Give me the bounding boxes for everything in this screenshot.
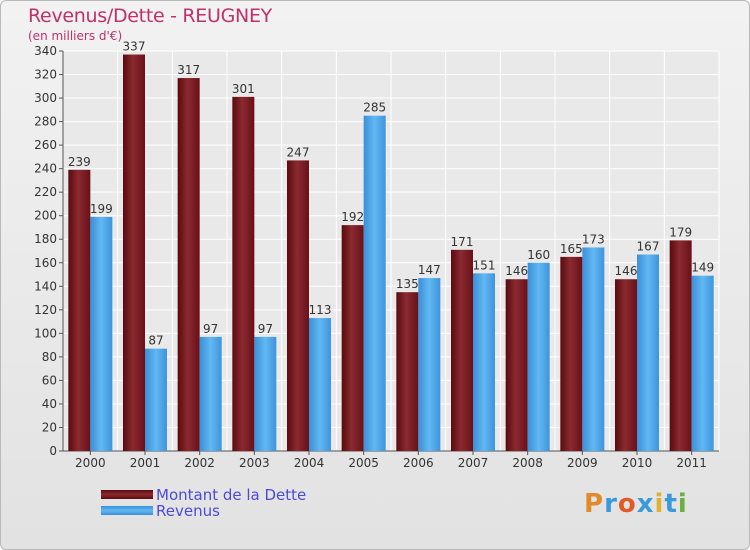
data-label-dette-2008: 146: [505, 264, 528, 278]
legend-swatch-dette: [101, 490, 153, 499]
y-tick-label-80: 80: [42, 350, 57, 364]
data-label-revenus-2011: 149: [691, 261, 714, 275]
bar-dette-2005: [341, 225, 364, 451]
bar-revenus-2001: [145, 348, 167, 451]
data-label-dette-2003: 301: [232, 82, 255, 96]
y-tick-label-40: 40: [42, 397, 57, 411]
bar-dette-2003: [232, 96, 255, 451]
bar-dette-2006: [396, 292, 419, 451]
data-label-revenus-2004: 113: [309, 303, 332, 317]
axes: 0 20 40 60 80 100 120 140 160 180 200 220 240 260 280 3…: [34, 44, 719, 470]
bar-revenus-2003: [254, 336, 277, 451]
logo-letter: x: [636, 489, 655, 519]
data-label-revenus-2002: 97: [203, 322, 218, 336]
x-tick-label-2000: 2000: [75, 456, 106, 470]
data-label-revenus-2000: 199: [90, 202, 113, 216]
bar-revenus-2002: [199, 336, 222, 451]
x-tick-label-2002: 2002: [184, 456, 215, 470]
bar-revenus-2009: [582, 247, 605, 451]
logo-letter: t: [664, 489, 678, 519]
data-label-revenus-2009: 173: [582, 232, 605, 246]
y-tick-label-260: 260: [34, 138, 57, 152]
data-label-revenus-2001: 87: [148, 334, 163, 348]
logo-letter: r: [604, 489, 618, 519]
y-tick-label-220: 220: [34, 185, 57, 199]
logo-letter: i: [677, 489, 688, 519]
data-label-revenus-2005: 285: [363, 101, 386, 115]
data-label-revenus-2008: 160: [527, 248, 550, 262]
bar-revenus-2011: [691, 275, 714, 451]
data-label-dette-2005: 192: [341, 210, 364, 224]
bar-dette-2011: [669, 240, 692, 451]
proxiti-logo: Proxiti: [584, 489, 688, 519]
y-tick-label-20: 20: [42, 420, 57, 434]
grid-lines: [62, 50, 720, 452]
data-label-dette-2000: 239: [68, 155, 91, 169]
y-tick-label-0: 0: [49, 444, 57, 458]
x-tick-label-2009: 2009: [567, 456, 598, 470]
data-label-revenus-2003: 97: [258, 322, 273, 336]
x-tick-label-2007: 2007: [458, 456, 489, 470]
chart-unit-label: (en milliers d'€): [28, 29, 123, 43]
y-tick-label-320: 320: [34, 68, 57, 82]
x-tick-label-2003: 2003: [239, 456, 270, 470]
y-tick-label-180: 180: [34, 232, 57, 246]
y-tick-label-120: 120: [34, 303, 57, 317]
bar-dette-2008: [505, 279, 528, 451]
legend-swatch-revenus: [101, 506, 153, 515]
y-tick-label-60: 60: [42, 373, 57, 387]
data-label-dette-2011: 179: [669, 225, 692, 239]
y-tick-label-140: 140: [34, 279, 57, 293]
x-tick-label-2011: 2011: [676, 456, 707, 470]
bar-dette-2001: [123, 54, 145, 451]
y-tick-label-300: 300: [34, 91, 57, 105]
legend-label-dette: Montant de la Dette: [156, 486, 307, 504]
bar-dette-2002: [177, 78, 200, 451]
bar-revenus-2007: [473, 273, 495, 451]
y-tick-label-280: 280: [34, 115, 57, 129]
bar-dette-2007: [451, 249, 473, 451]
bar-dette-2004: [287, 160, 309, 452]
x-tick-label-2005: 2005: [348, 456, 379, 470]
data-label-revenus-2007: 151: [473, 258, 496, 272]
x-tick-label-2001: 2001: [130, 456, 161, 470]
data-label-dette-2009: 165: [560, 242, 583, 256]
data-label-dette-2010: 146: [615, 264, 638, 278]
logo-letter: P: [584, 489, 605, 519]
data-label-revenus-2010: 167: [637, 240, 660, 254]
chart-title: Revenus/Dette - REUGNEY: [28, 5, 272, 27]
bar-revenus-2004: [309, 318, 331, 451]
x-tick-label-2010: 2010: [622, 456, 653, 470]
logo-letter: i: [654, 489, 665, 519]
bar-revenus-2010: [637, 254, 659, 451]
logo-letter: o: [617, 489, 637, 519]
x-tick-label-2008: 2008: [512, 456, 543, 470]
bars: [68, 54, 714, 452]
x-tick-label-2006: 2006: [403, 456, 434, 470]
y-tick-label-340: 340: [34, 44, 57, 58]
data-label-dette-2002: 317: [177, 63, 200, 77]
bar-revenus-2000: [90, 216, 113, 451]
data-label-revenus-2006: 147: [418, 263, 441, 277]
data-label-dette-2001: 337: [123, 40, 146, 54]
bar-revenus-2005: [363, 115, 386, 452]
bar-revenus-2008: [527, 262, 550, 451]
y-tick-label-200: 200: [34, 209, 57, 223]
x-tick-label-2004: 2004: [294, 456, 325, 470]
bar-dette-2000: [68, 169, 91, 451]
bar-dette-2009: [560, 256, 583, 451]
y-tick-label-100: 100: [34, 326, 57, 340]
legend-label-revenus: Revenus: [156, 502, 220, 520]
data-label-dette-2007: 171: [451, 235, 474, 249]
bar-revenus-2006: [418, 278, 441, 451]
data-label-dette-2004: 247: [287, 145, 310, 159]
bar-dette-2010: [615, 279, 637, 451]
y-tick-label-240: 240: [34, 162, 57, 176]
data-label-dette-2006: 135: [396, 277, 419, 291]
y-tick-label-160: 160: [34, 256, 57, 270]
